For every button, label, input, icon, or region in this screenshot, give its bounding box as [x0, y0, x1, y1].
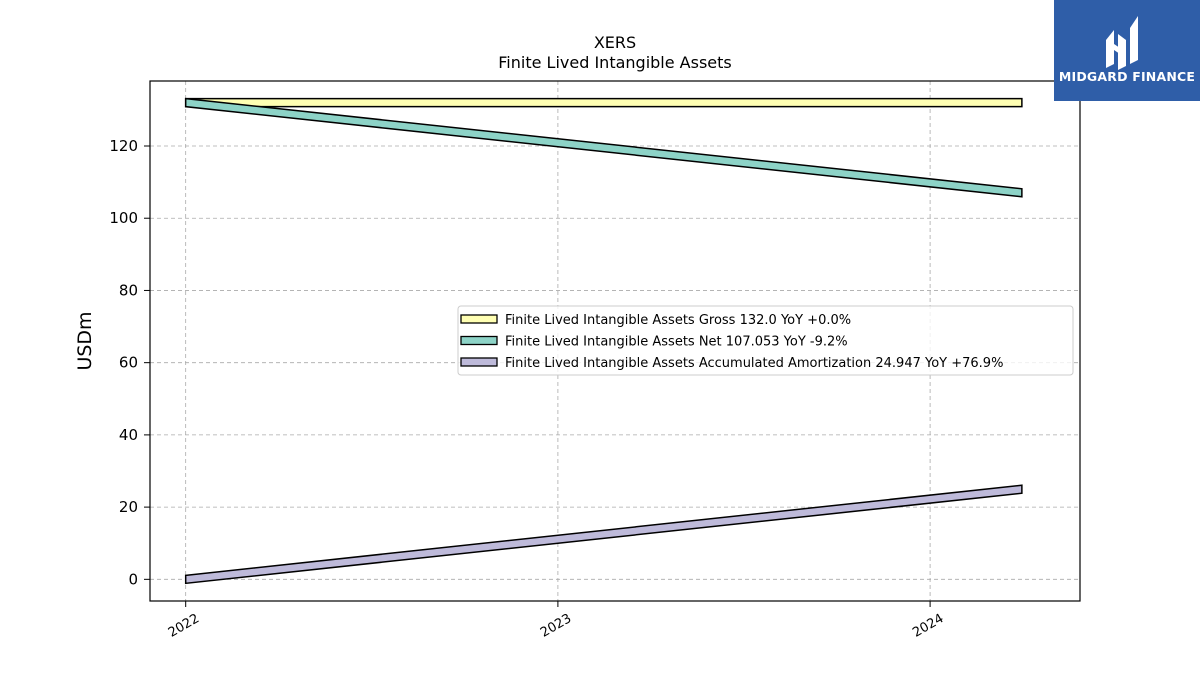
x-tick-label: 2022	[166, 611, 202, 641]
y-tick-label: 60	[119, 354, 138, 372]
midgard-logo-icon	[1106, 16, 1138, 70]
y-tick-label: 120	[109, 137, 138, 155]
series-line-3	[184, 484, 1023, 585]
legend-swatch	[460, 357, 498, 367]
y-tick-label: 40	[119, 426, 138, 444]
legend-frame	[457, 305, 1074, 376]
y-tick-label: 80	[119, 281, 138, 299]
y-tick-label: 0	[128, 570, 138, 588]
chart-title: XERS	[594, 33, 636, 52]
x-tick-label: 2024	[910, 611, 946, 641]
y-axis-label: USDm	[74, 311, 96, 370]
y-tick-label: 20	[119, 498, 138, 516]
legend[interactable]: Finite Lived Intangible Assets Gross 132…	[457, 305, 1074, 376]
legend-entry: Finite Lived Intangible Assets Net 107.0…	[505, 335, 848, 350]
x-axis: 2022 2023 2024	[166, 601, 946, 641]
chart-subtitle: Finite Lived Intangible Assets	[498, 53, 731, 72]
series-line-1	[184, 97, 1023, 108]
y-axis: 0 20 40 60 80 100 120	[109, 137, 150, 588]
legend-items: Finite Lived Intangible Assets Gross 132…	[460, 313, 1003, 371]
legend-swatch	[460, 314, 498, 324]
y-tick-label: 100	[109, 209, 138, 227]
legend-swatch	[460, 335, 498, 346]
legend-entry: Finite Lived Intangible Assets Accumulat…	[505, 356, 1003, 371]
plot-frame	[149, 80, 1081, 602]
brand-name: MIDGARD FINANCE	[1058, 69, 1196, 84]
series-line-2	[184, 97, 1023, 198]
brand-logo: MIDGARD FINANCE	[1054, 0, 1200, 101]
x-tick-label: 2023	[538, 611, 574, 641]
series-layer	[184, 97, 1023, 585]
legend-entry: Finite Lived Intangible Assets Gross 132…	[505, 313, 851, 328]
